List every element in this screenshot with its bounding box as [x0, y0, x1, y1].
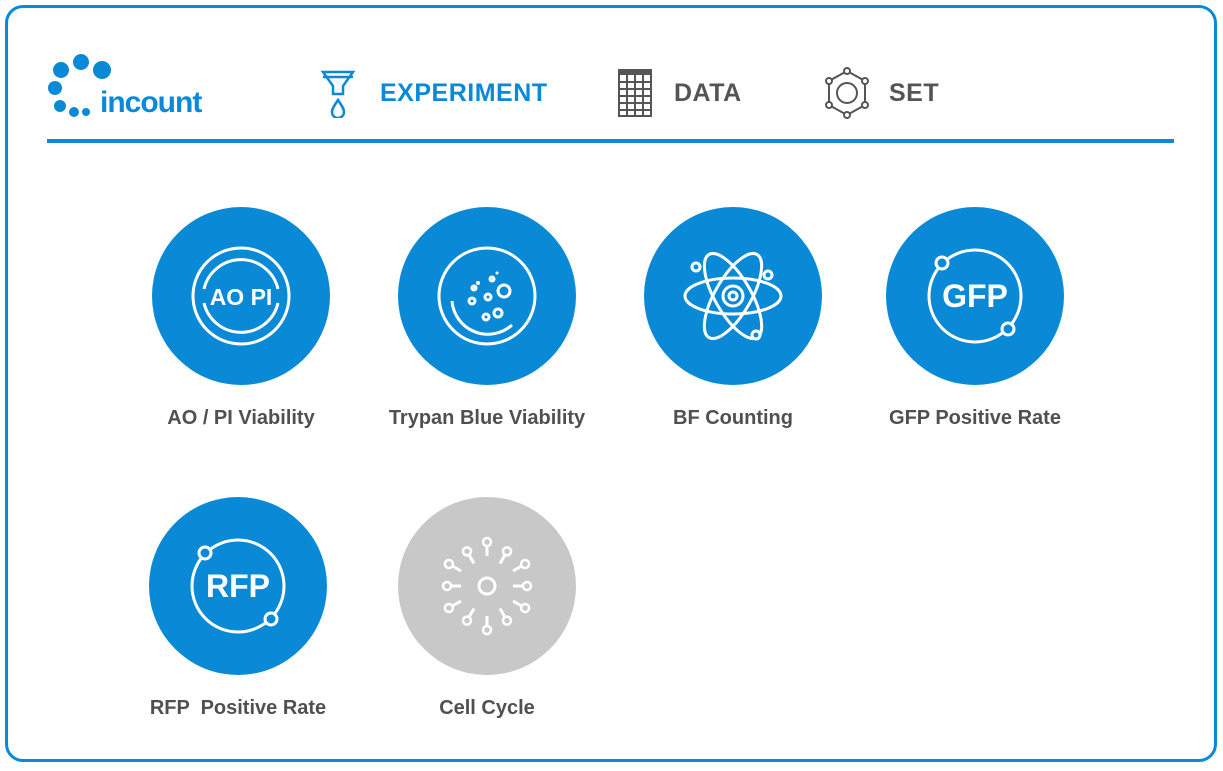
experiment-label: Trypan Blue Viability	[388, 407, 586, 429]
experiment-label: GFP Positive Rate	[889, 407, 1061, 429]
nav-set[interactable]: SET	[823, 66, 939, 120]
experiment-gfp-positive-rate[interactable]: GFP GFP Positive Rate	[855, 207, 1095, 430]
experiment-ao-pi-viability[interactable]: AO PI AO / PI Viability	[121, 207, 361, 430]
experiment-label: Cell Cycle	[439, 697, 535, 719]
nav-experiment[interactable]: EXPERIMENT	[320, 66, 548, 120]
svg-text:GFP: GFP	[942, 278, 1008, 314]
experiment-trypan-blue-viability[interactable]: Trypan Blue Viability	[367, 207, 607, 430]
nav-label: EXPERIMENT	[380, 78, 548, 107]
experiment-label: BF Counting	[673, 407, 793, 429]
header-divider	[47, 139, 1174, 143]
experiment-bf-counting[interactable]: BF Counting	[613, 207, 853, 430]
experiment-label: AO / PI Viability	[167, 407, 315, 429]
rfp-icon: RFP	[149, 497, 327, 675]
nav-label: DATA	[674, 78, 742, 107]
petri-dish-icon	[398, 207, 576, 385]
nav-label: SET	[889, 78, 940, 107]
svg-text:incount: incount	[100, 86, 202, 119]
experiment-label: RFP Positive Rate	[149, 697, 327, 719]
experiment-rfp-positive-rate[interactable]: RFP RFP Positive Rate	[118, 497, 358, 720]
funnel-drop-icon	[320, 68, 356, 118]
atom-icon	[644, 207, 822, 385]
grid-table-icon	[618, 69, 652, 117]
cell-cycle-icon	[398, 497, 576, 675]
nav-data[interactable]: DATA	[618, 66, 742, 120]
hexagon-settings-icon	[823, 67, 871, 119]
gfp-icon: GFP	[886, 207, 1064, 385]
app-frame	[5, 5, 1217, 762]
svg-text:AO PI: AO PI	[210, 284, 273, 310]
ao-pi-icon: AO PI	[152, 207, 330, 385]
svg-text:RFP: RFP	[206, 568, 270, 604]
experiment-cell-cycle[interactable]: Cell Cycle	[367, 497, 607, 720]
incount-logo: incount	[44, 50, 244, 120]
